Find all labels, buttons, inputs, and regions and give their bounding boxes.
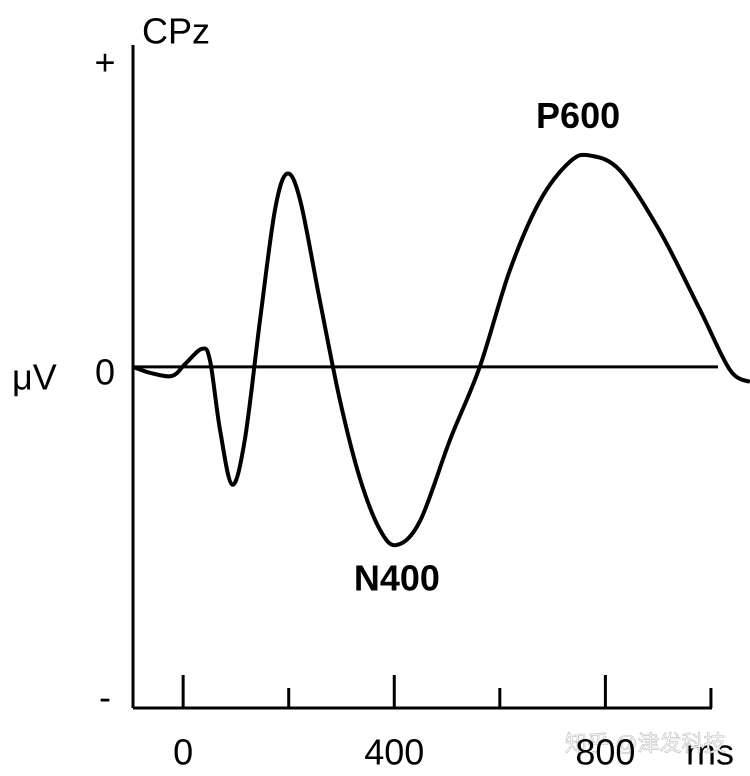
x-tick-label: 800 [575, 732, 635, 773]
watermark: 知乎 @津发科技 [565, 731, 725, 756]
chart-title: CPz [142, 11, 210, 52]
erp-line [132, 152, 750, 548]
x-axis-label: ms [686, 732, 734, 773]
y-tick-label: - [99, 677, 111, 718]
x-tick-label: 0 [173, 732, 193, 773]
x-tick-label: 400 [364, 732, 424, 773]
annotation: N400 [354, 558, 440, 599]
annotation: P600 [536, 95, 620, 136]
y-tick-label: + [94, 42, 115, 83]
y-tick-label: 0 [95, 351, 115, 392]
y-axis-label: μV [12, 357, 57, 398]
